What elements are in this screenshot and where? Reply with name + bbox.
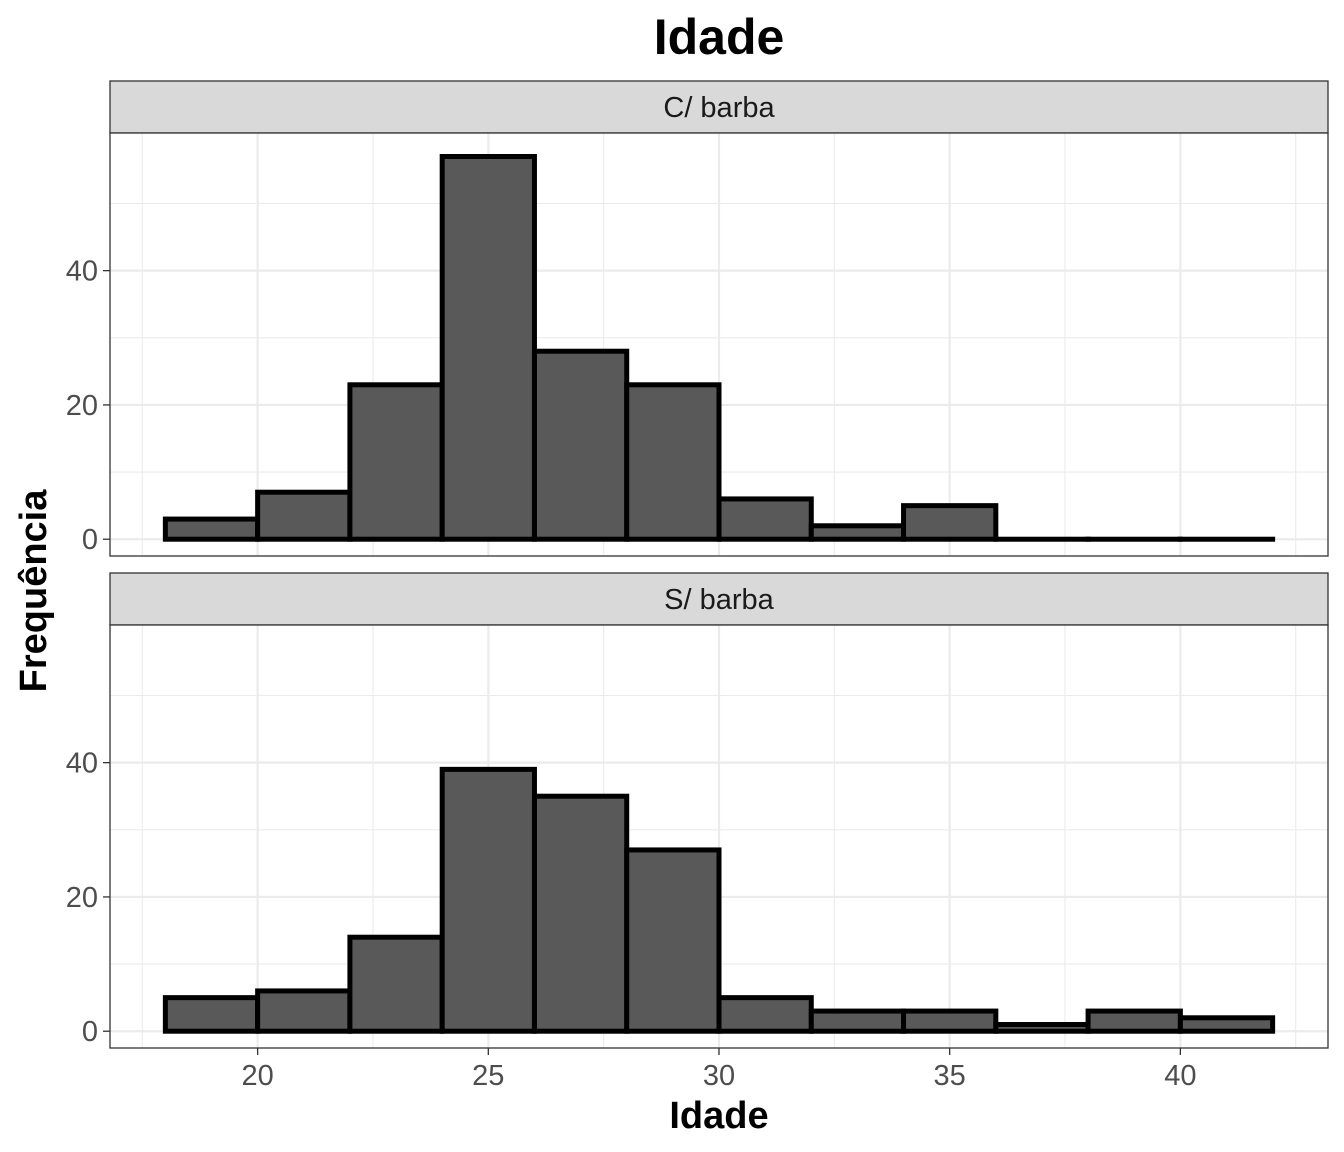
- x-axis: 20 25 30 35 40: [242, 1048, 1196, 1092]
- x-tick-label: 35: [934, 1060, 966, 1092]
- facet-panel: S/ barba 0 20 40: [66, 572, 1329, 1049]
- histogram-bar: [716, 496, 814, 542]
- histogram-bar: [808, 523, 907, 542]
- y-tick-label: 40: [66, 748, 98, 780]
- histogram-bar: [162, 995, 261, 1034]
- histogram-bar: [439, 154, 537, 542]
- facet-panel: C/ barba 0 20 40: [66, 80, 1329, 557]
- histogram-bar: [901, 1008, 999, 1034]
- x-tick-label: 30: [703, 1060, 735, 1092]
- histogram-bar: [901, 503, 999, 542]
- y-tick-label: 40: [66, 256, 98, 288]
- y-tick-label: 0: [82, 1016, 98, 1048]
- y-axis-title: Frequência: [13, 489, 55, 693]
- histogram-bar: [1177, 1015, 1276, 1034]
- y-tick-label: 0: [82, 524, 98, 556]
- histogram-bar: [624, 847, 722, 1034]
- histogram-bar: [993, 1022, 1091, 1034]
- histogram-bar: [347, 934, 445, 1034]
- y-tick-label: 20: [66, 882, 98, 914]
- histogram-bar: [531, 793, 630, 1034]
- facet-strip: [109, 80, 1329, 134]
- histogram-bar: [716, 995, 814, 1034]
- x-tick-label: 20: [242, 1060, 274, 1092]
- histogram-bar: [624, 382, 722, 542]
- histogram-bar: [347, 382, 445, 542]
- x-axis-title: Idade: [669, 1095, 768, 1137]
- histogram-bar: [808, 1008, 907, 1034]
- histogram-bar: [162, 516, 261, 542]
- panel-border: [109, 132, 1329, 557]
- histogram-bar: [255, 988, 353, 1034]
- facet-strip-label: C/ barba: [663, 92, 775, 124]
- chart-title: Idade: [654, 9, 785, 65]
- histogram-bar: [1085, 1008, 1183, 1034]
- y-tick-label: 20: [66, 390, 98, 422]
- facet-strip: [109, 572, 1329, 626]
- facet-strip-label: S/ barba: [664, 584, 774, 616]
- x-tick-label: 40: [1164, 1060, 1196, 1092]
- histogram-bar: [439, 766, 537, 1034]
- facet-panels: C/ barba 0 20 40 S/ barba 0 20 40: [66, 80, 1329, 1049]
- x-tick-label: 25: [472, 1060, 504, 1092]
- histogram-bar: [255, 489, 353, 542]
- histogram-bar: [531, 348, 630, 542]
